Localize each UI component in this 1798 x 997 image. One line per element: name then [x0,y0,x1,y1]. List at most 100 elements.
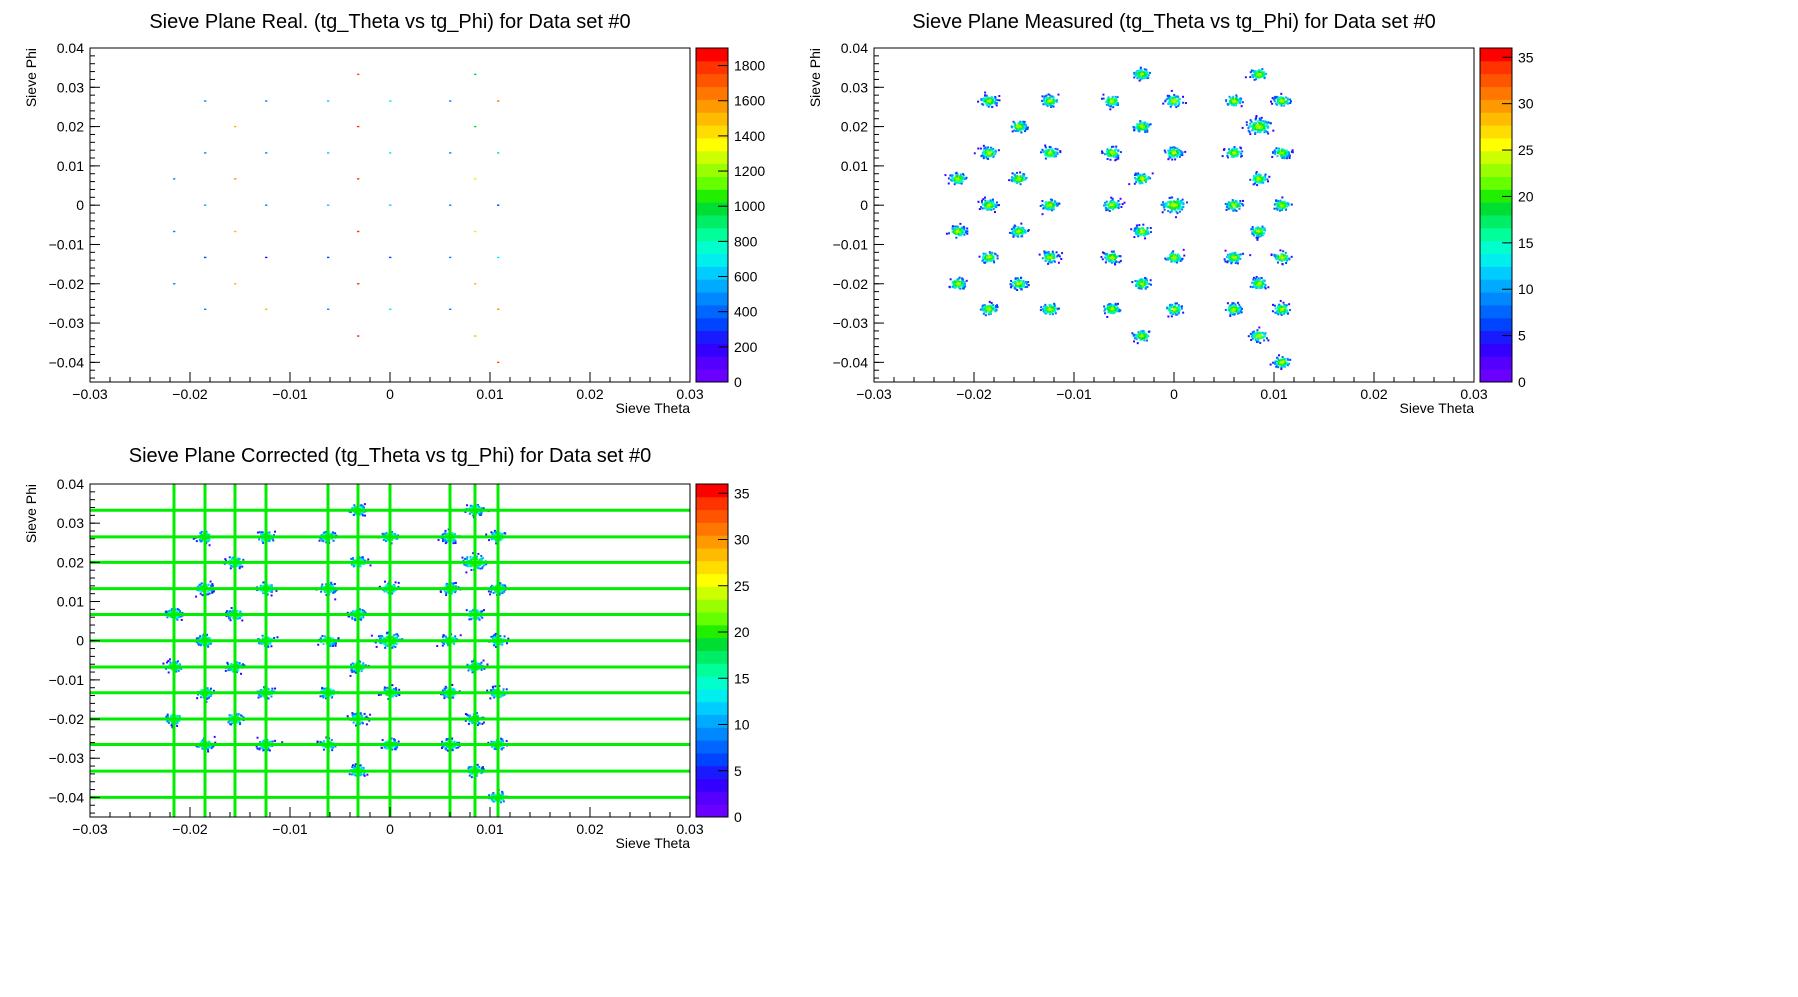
data-spot-bin [1112,312,1115,315]
data-spot-bin [1053,256,1056,259]
data-spot-bin [1280,253,1283,256]
data-spot-bin [962,177,965,180]
data-spot-bin [1140,230,1143,233]
palette-tick-label: 0 [734,374,742,390]
data-spot-bin [1259,119,1262,122]
data-spot-bin [1258,283,1261,286]
data-spot [1100,93,1120,111]
data-spot-bin [986,208,989,211]
data-spot-bin [1259,336,1262,339]
data-spot-bin [1109,253,1112,256]
data-spot-bin [1022,178,1025,181]
data-spot-bin [977,200,980,203]
data-spot-bin [1110,261,1113,264]
data-spot-bin [984,91,987,94]
data-spot-bin [1101,258,1104,261]
data-spot-bin [1251,129,1254,132]
data-point-mark [449,152,452,154]
data-spot-bin [1254,72,1257,75]
data-spot-bin [1283,308,1286,311]
data-spot-bin [1280,104,1283,107]
data-spot-bin [1226,102,1229,105]
data-spot-bin [1249,332,1252,335]
data-spot-bin [957,181,960,184]
data-spot-bin [959,287,962,290]
data-spot-bin [1146,178,1149,181]
data-spot-bin [1014,277,1017,280]
data-spot-bin [1260,282,1263,285]
data-spot-bin [964,231,967,234]
data-point [204,152,207,154]
data-spot-bin [963,282,966,285]
data-spot-bin [1109,105,1112,108]
data-spot-bin [1279,256,1282,259]
data-spot-bin [1049,153,1052,156]
data-spot-bin [1105,258,1108,261]
data-spot-bin [1279,249,1282,252]
data-spot-bin [1227,201,1230,204]
data-spot-bin [1149,279,1152,282]
data-point [357,125,360,128]
data-spot-bin [1252,234,1255,237]
data-spot-bin [1144,333,1147,336]
data-spot-bin [1256,128,1259,131]
data-spot-bin [1252,231,1255,234]
data-spot-bin [1233,99,1236,102]
data-spot-bin [1109,310,1112,313]
data-point [265,308,268,311]
data-spot-bin [1048,201,1051,204]
data-spot-bin [1046,208,1049,211]
data-spot-bin [1260,178,1263,181]
data-point [389,100,392,102]
data-spot-bin [1182,205,1185,208]
data-spot-bin [1132,333,1135,336]
data-spot [1269,354,1292,370]
data-spot-bin [1111,151,1114,154]
data-spot-bin [1169,312,1172,315]
data-spot-bin [1019,232,1022,235]
data-spot-bin [956,231,959,234]
data-spot-bin [953,179,956,182]
data-spot-bin [1228,95,1231,98]
data-spot-bin [1262,124,1265,127]
data-spot-bin [1288,257,1291,260]
data-spot-bin [1239,102,1242,105]
data-spot-bin [1019,128,1022,131]
data-spot-bin [1045,99,1048,102]
data-spot-bin [990,259,993,262]
data-spot-bin [1024,230,1027,233]
data-spot-bin [1021,127,1024,130]
data-spot-bin [1260,125,1263,128]
data-spot-bin [1059,151,1062,154]
data-point [204,256,207,259]
data-spot-bin [1278,361,1281,364]
data-spot-bin [1276,204,1279,207]
data-spot-bin [1280,209,1283,212]
data-spot-bin [1139,125,1142,128]
data-spot-bin [1166,307,1169,310]
data-spot-bin [1167,258,1170,261]
data-spot-bin [1229,201,1232,204]
data-spot-bin [954,228,957,231]
data-spot-bin [1013,129,1016,132]
data-spot-bin [1251,331,1254,334]
x-axis-label: Sieve Theta [616,400,691,416]
data-spot-bin [987,306,990,309]
data-spot-bin [1257,230,1260,233]
data-spot-bin [1111,304,1114,307]
data-spot-bin [1024,176,1027,179]
data-spot-bin [1046,98,1049,101]
x-axis-label: Sieve Theta [1400,400,1475,416]
data-spot-bin [1020,179,1023,182]
data-spot-bin [1238,310,1241,313]
data-spot-bin [1178,148,1181,151]
data-point-mark [265,204,268,206]
data-spot-bin [1055,99,1058,102]
data-spot-bin [1256,184,1259,187]
data-spot-bin [1276,202,1279,205]
data-point-mark [474,178,477,180]
data-spot-bin [1140,69,1143,72]
data-spot-bin [1271,361,1274,364]
data-spot-bin [981,309,984,312]
data-spot-bin [1286,99,1289,102]
